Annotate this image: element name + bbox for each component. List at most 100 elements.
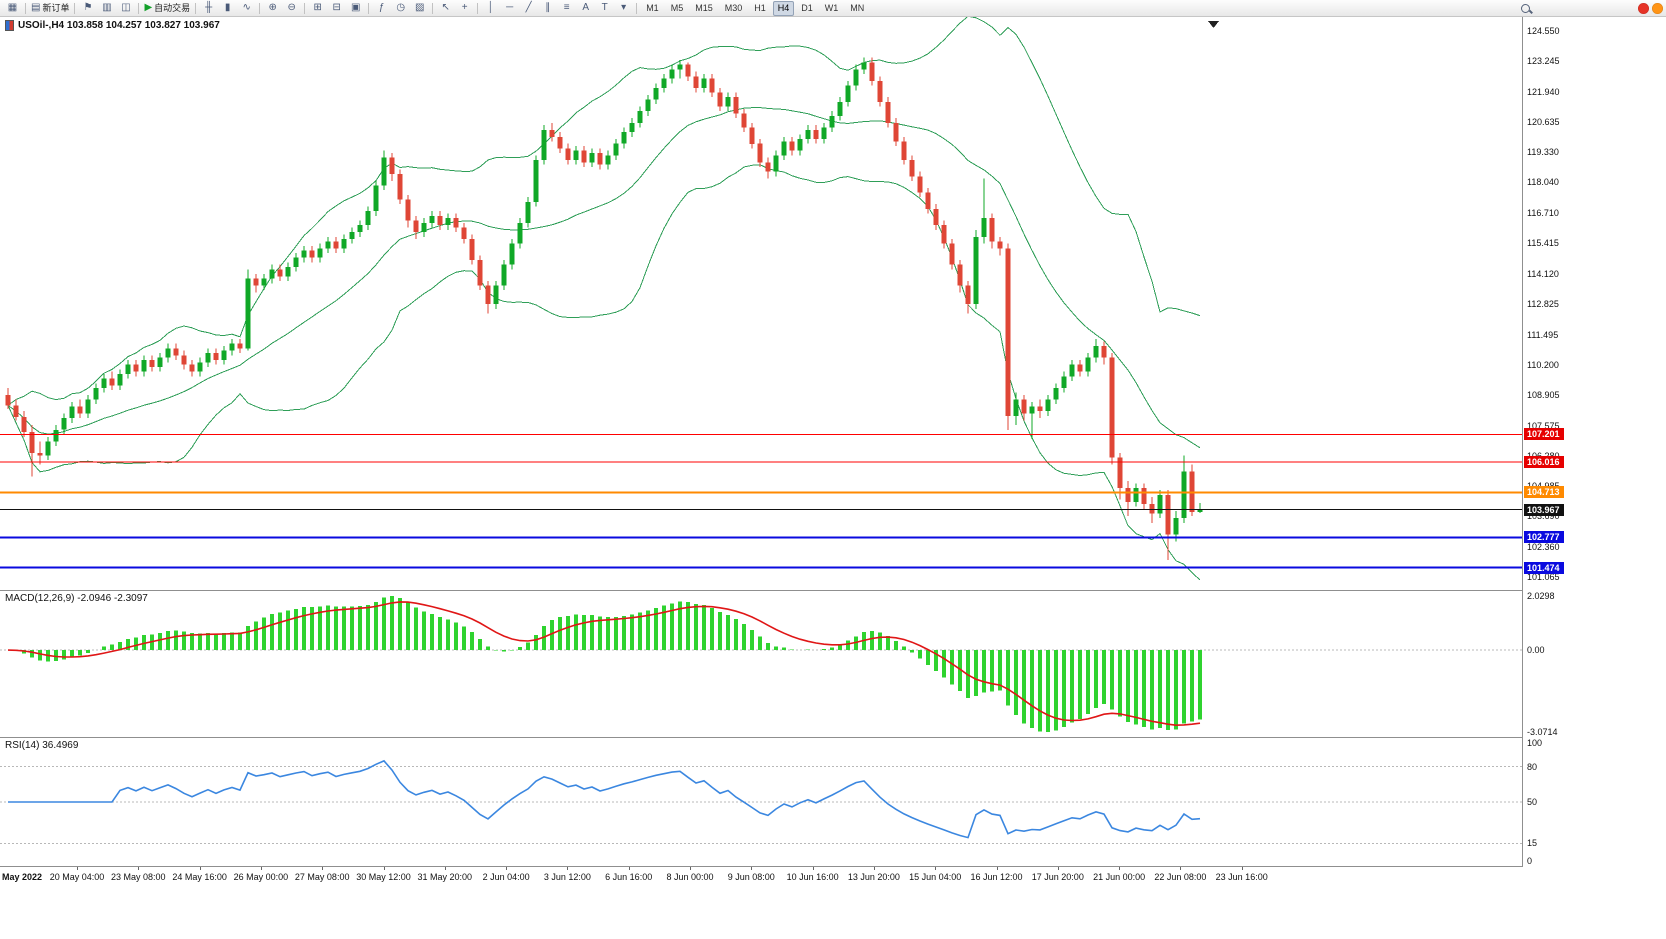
time-label: 6 Jun 16:00 <box>605 872 653 882</box>
cascade-windows-icon: ⊟ <box>332 2 341 13</box>
signals-icon[interactable]: ⚑ <box>78 1 97 15</box>
price-tick: 116.710 <box>1527 208 1559 219</box>
price-scale[interactable]: 124.550 123.245 121.940 120.635 119.330 118.0… <box>1523 17 1666 886</box>
label-icon[interactable]: T <box>595 1 614 15</box>
main-chart-panel[interactable]: USOil-,H4 103.858 104.257 103.827 103.96… <box>0 17 1522 590</box>
price-tick: 121.940 <box>1527 86 1560 97</box>
chart-window-icon: ▦ <box>7 2 18 13</box>
channel-icon[interactable]: ∥ <box>538 1 557 15</box>
zoom-in-icon[interactable]: ⊕ <box>263 1 282 15</box>
cascade-windows-icon[interactable]: ⊟ <box>327 1 346 15</box>
rsi-panel[interactable]: RSI(14) 36.4969 <box>0 738 1522 866</box>
timeframe-m1-button[interactable]: M1 <box>646 3 659 13</box>
time-label: 22 Jun 08:00 <box>1154 872 1207 882</box>
chart-window-icon[interactable]: ▦ <box>3 1 22 15</box>
main-chart-canvas[interactable] <box>0 17 1522 590</box>
toolbar-separator <box>25 2 26 14</box>
rsi-tick: 15 <box>1527 838 1538 849</box>
bar-chart-icon: ╫ <box>205 2 213 13</box>
vertical-line-icon[interactable]: │ <box>481 1 500 15</box>
chart-shift-marker <box>1208 21 1219 28</box>
price-tick: 108.905 <box>1527 389 1560 400</box>
shapes-icon[interactable]: ▾ <box>614 1 633 15</box>
time-tick <box>567 867 569 870</box>
templates-icon[interactable]: ▨ <box>410 1 429 15</box>
panel-separator[interactable] <box>0 866 1666 867</box>
trendline-icon[interactable]: ╱ <box>519 1 538 15</box>
toolbar-separator <box>368 2 370 14</box>
arrange-windows-icon[interactable]: ▣ <box>346 1 365 15</box>
price-tick: 119.330 <box>1527 147 1559 158</box>
price-tag: 107.201 <box>1524 428 1564 441</box>
cursor-icon: ↖ <box>441 2 450 13</box>
panel-separator[interactable] <box>0 590 1666 591</box>
timeframe-d1-button[interactable]: D1 <box>801 3 813 13</box>
tile-windows-icon[interactable]: ⊞ <box>308 1 327 15</box>
indicators-add-icon[interactable]: ƒ <box>372 1 391 15</box>
fibonacci-icon[interactable]: ≡ <box>557 1 576 15</box>
timeframe-m5-button[interactable]: M5 <box>670 3 684 13</box>
cursor-icon[interactable]: ↖ <box>436 1 455 15</box>
toolbar-right <box>1516 1 1663 15</box>
time-tick <box>199 867 201 870</box>
notification-badge-red[interactable] <box>1638 2 1649 14</box>
price-tick: 120.635 <box>1527 116 1560 127</box>
time-tick <box>77 867 78 870</box>
rsi-canvas[interactable] <box>0 738 1522 866</box>
autotrading-button-label: 自动交易 <box>154 3 191 13</box>
crosshair-icon[interactable]: + <box>455 1 474 15</box>
panel-separator[interactable] <box>0 737 1666 738</box>
macd-canvas[interactable] <box>0 591 1522 737</box>
zoom-in-icon: ⊕ <box>268 2 277 13</box>
chart-title: USOil-,H4 103.858 104.257 103.827 103.96… <box>5 20 220 31</box>
macd-label: MACD(12,26,9) -2.0946 -2.3097 <box>5 593 148 604</box>
chart-window: USOil-,H4 103.858 104.257 103.827 103.96… <box>0 17 1666 939</box>
tile-windows-icon: ⊞ <box>313 2 322 13</box>
indicators-add-icon: ƒ <box>378 2 385 13</box>
horizontal-line-icon[interactable]: ─ <box>500 1 519 15</box>
price-tick: 106.280 <box>1527 451 1560 461</box>
toolbar-separator <box>477 2 479 14</box>
zoom-out-icon[interactable]: ⊖ <box>282 1 301 15</box>
navigator-icon: ◫ <box>121 2 131 13</box>
candlestick-chart-icon[interactable]: ▮ <box>218 1 237 15</box>
market-watch-icon: ▥ <box>102 2 112 13</box>
autotrading-button[interactable]: ▶ 自动交易 <box>142 1 192 15</box>
time-tick <box>1057 867 1059 870</box>
price-tick: 124.550 <box>1527 25 1560 36</box>
navigator-icon[interactable]: ◫ <box>116 1 135 15</box>
search-icon[interactable] <box>1516 1 1535 15</box>
timeframe-w1-button[interactable]: W1 <box>824 3 839 13</box>
new-order-button[interactable]: ▤ 新订单 <box>29 1 71 15</box>
bar-chart-icon[interactable]: ╫ <box>199 1 218 15</box>
time-label: 17 Jun 20:00 <box>1031 872 1084 882</box>
price-tick: 101.065 <box>1527 572 1560 583</box>
line-chart-icon[interactable]: ∿ <box>237 1 256 15</box>
autotrading-button-icon: ▶ <box>144 2 153 13</box>
timeframe-m30-button[interactable]: M30 <box>724 3 743 13</box>
text-icon: A <box>582 2 590 13</box>
timeframe-h4-button[interactable]: H4 <box>772 0 795 16</box>
time-tick <box>506 867 508 870</box>
trendline-icon: ╱ <box>525 2 532 13</box>
timeframe-mn-button[interactable]: MN <box>850 3 865 13</box>
time-tick <box>628 867 630 870</box>
price-tick: 112.825 <box>1527 298 1559 309</box>
shapes-icon: ▾ <box>621 2 627 13</box>
time-tick <box>996 867 998 870</box>
periods-icon[interactable]: ◷ <box>391 1 410 15</box>
time-axis[interactable]: May 2022 20 May 04:00 23 May 08:00 24 May 1… <box>0 867 1666 886</box>
price-scale-border <box>1522 17 1523 886</box>
market-watch-icon[interactable]: ▥ <box>97 1 116 15</box>
timeframe-m15-button[interactable]: M15 <box>695 3 713 13</box>
notification-badge-orange[interactable] <box>1652 2 1663 14</box>
time-label: 8 Jun 00:00 <box>666 872 714 882</box>
timeframe-h1-button[interactable]: H1 <box>754 3 766 13</box>
toolbar: ▦ ▤ 新订单 ⚑ ▥ ◫ ▶ 自动交易 ╫ ▮ ∿ ⊕ ⊖ ⊞ ⊟ ▣ ƒ ◷ ▨ ↖ + │ ─ ╱ ∥ ≡ A T ▾ M1 M5 M1… <box>0 0 1666 17</box>
chart-title-text: USOil-,H4 103.858 104.257 103.827 103.96… <box>18 20 220 31</box>
time-label: 26 May 00:00 <box>233 872 289 882</box>
price-tick: 118.040 <box>1527 177 1559 188</box>
macd-panel[interactable]: MACD(12,26,9) -2.0946 -2.3097 <box>0 591 1522 737</box>
text-icon[interactable]: A <box>576 1 595 15</box>
new-order-button-icon: ▤ <box>31 2 41 13</box>
